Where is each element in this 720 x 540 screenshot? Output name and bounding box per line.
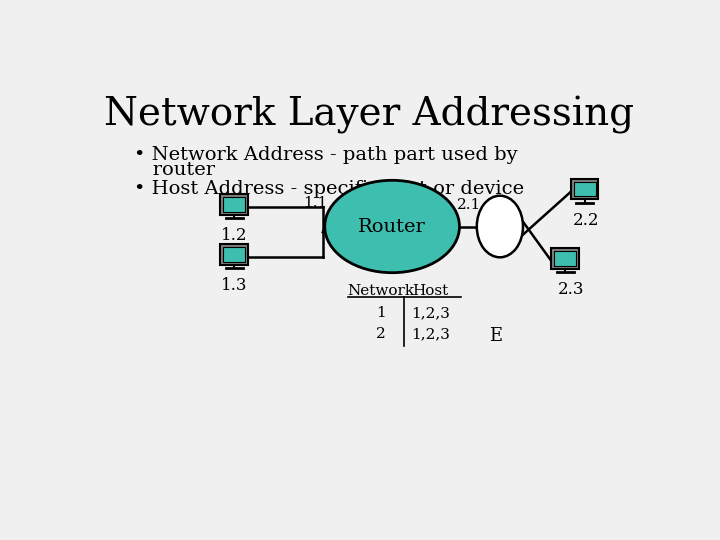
Text: Host: Host [413, 284, 449, 298]
Text: 1.1: 1.1 [303, 197, 327, 211]
Text: • Network Address - path part used by: • Network Address - path part used by [134, 146, 518, 164]
Text: 1,2,3: 1,2,3 [411, 306, 450, 320]
Text: Network Layer Addressing: Network Layer Addressing [104, 96, 634, 133]
Text: 2: 2 [376, 327, 385, 341]
Text: Network: Network [347, 284, 414, 298]
Text: 1: 1 [376, 306, 385, 320]
FancyBboxPatch shape [223, 197, 246, 212]
Text: E: E [490, 327, 503, 346]
Text: 2.2: 2.2 [573, 212, 599, 229]
Text: 1,2,3: 1,2,3 [411, 327, 450, 341]
FancyBboxPatch shape [220, 245, 248, 265]
FancyBboxPatch shape [574, 181, 595, 197]
Text: 2.1: 2.1 [457, 198, 481, 212]
Text: Router: Router [359, 218, 426, 235]
Text: 1.3: 1.3 [221, 278, 248, 294]
Text: • Host Address - specific port or device: • Host Address - specific port or device [134, 180, 524, 198]
FancyBboxPatch shape [554, 251, 577, 266]
Ellipse shape [325, 180, 459, 273]
Text: router: router [134, 161, 215, 179]
FancyBboxPatch shape [552, 248, 579, 268]
Text: 1.2: 1.2 [221, 227, 248, 244]
Text: 2.3: 2.3 [558, 281, 585, 298]
Ellipse shape [477, 195, 523, 257]
FancyBboxPatch shape [223, 247, 246, 262]
FancyBboxPatch shape [220, 194, 248, 214]
FancyBboxPatch shape [571, 179, 598, 199]
